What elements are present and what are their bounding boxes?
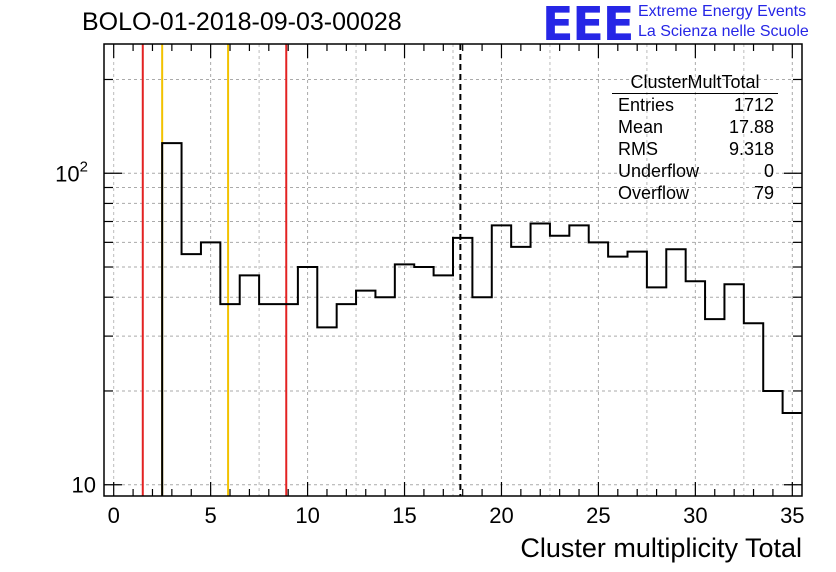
- histogram-bin: [472, 297, 491, 496]
- chart-title: BOLO-01-2018-09-03-00028: [82, 8, 402, 36]
- histogram-bin: [240, 275, 259, 496]
- tick-labels: 0 5 10 15 20 25 30 35 10 102: [55, 158, 804, 528]
- histogram-bin: [666, 249, 685, 496]
- y-tick-label: 10: [72, 473, 96, 498]
- axis-ticks: [104, 44, 802, 496]
- histogram-bin: [705, 319, 724, 496]
- stats-row: RMS 9.318: [612, 138, 778, 160]
- x-tick-label: 0: [108, 503, 120, 528]
- x-axis-title: Cluster multiplicity Total: [520, 533, 802, 563]
- histogram-bin: [279, 304, 298, 496]
- histogram-bin: [259, 304, 278, 496]
- plot-frame-rect: [103, 43, 803, 497]
- histogram-bin: [375, 297, 394, 496]
- histogram-bin: [724, 284, 743, 496]
- histogram-bin: [414, 267, 433, 496]
- stats-row: Overflow 79: [612, 182, 778, 204]
- histogram-bin: [550, 236, 569, 496]
- x-tick-label: 15: [392, 503, 416, 528]
- stats-value: 79: [753, 183, 774, 203]
- x-tick-label: 30: [683, 503, 707, 528]
- eee-logo: EEE: [542, 0, 634, 51]
- histogram-bin: [317, 327, 336, 496]
- histogram-bin: [356, 291, 375, 496]
- x-tick-label: 20: [489, 503, 513, 528]
- plot-frame: [103, 43, 803, 497]
- logo-line-1: Extreme Energy Events: [638, 3, 807, 20]
- histogram-bin: [453, 238, 472, 496]
- stats-label: Overflow: [618, 183, 690, 203]
- histogram-bin: [763, 391, 782, 496]
- histogram-bin: [511, 247, 530, 496]
- stats-box: ClusterMultTotal Entries 1712 Mean 17.88 R…: [612, 72, 778, 204]
- stats-label: RMS: [618, 139, 658, 159]
- histogram-bin: [608, 257, 627, 496]
- logo-line-2: La Scienza nelle Scuole: [638, 23, 809, 40]
- x-tick-label: 10: [295, 503, 319, 528]
- histogram-bin: [531, 223, 550, 496]
- x-tick-label: 5: [205, 503, 217, 528]
- x-tick-label: 35: [780, 503, 804, 528]
- stats-row: Entries 1712: [612, 94, 778, 116]
- stats-value: 0: [763, 161, 774, 181]
- stats-label: Underflow: [618, 161, 700, 181]
- stats-value: 17.88: [728, 117, 774, 137]
- histogram-bin: [744, 323, 763, 496]
- logo-caption: Extreme Energy Events La Scienza nelle S…: [638, 2, 809, 42]
- histogram-bin: [569, 225, 588, 496]
- stats-value: 9.318: [728, 139, 774, 159]
- stats-row: Underflow 0: [612, 160, 778, 182]
- stats-label: Entries: [618, 95, 675, 115]
- y-tick-label: 102: [55, 158, 88, 186]
- histogram-bin: [337, 304, 356, 496]
- histogram-bin: [182, 254, 201, 496]
- histogram-series: [161, 142, 802, 496]
- stats-label: Mean: [618, 117, 664, 137]
- histogram-bin: [220, 304, 239, 496]
- histogram-bin: [162, 143, 181, 496]
- histogram-bin: [647, 287, 666, 496]
- histogram-bin: [434, 275, 453, 496]
- stats-value: 1712: [733, 95, 774, 115]
- stats-title: ClusterMultTotal: [612, 72, 778, 94]
- stats-row: Mean 17.88: [612, 116, 778, 138]
- histogram-bin: [628, 252, 647, 496]
- x-tick-label: 25: [586, 503, 610, 528]
